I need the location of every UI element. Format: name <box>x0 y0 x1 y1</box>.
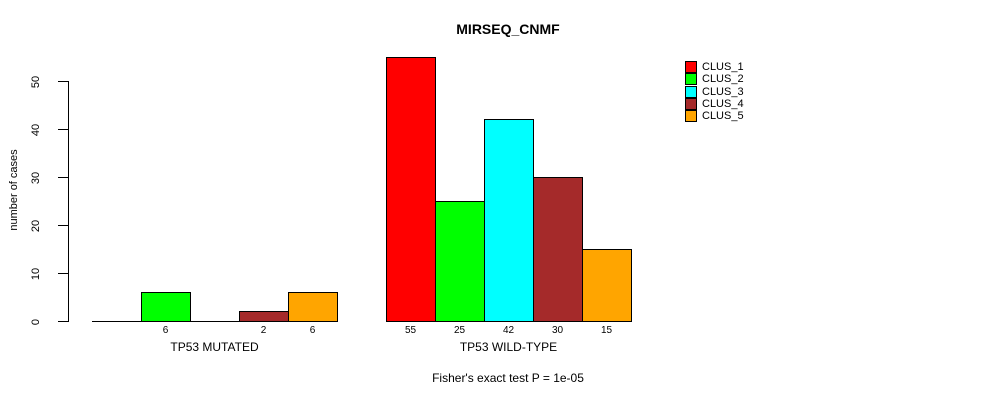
y-axis-line <box>68 81 69 322</box>
legend-item-clus_4: CLUS_4 <box>685 97 744 111</box>
group-baseline <box>92 321 338 322</box>
bar-value-label: 42 <box>502 325 515 336</box>
footnote: Fisher's exact test P = 1e-05 <box>432 371 584 385</box>
y-tick-label: 20 <box>30 219 42 232</box>
y-tick <box>58 81 68 82</box>
bar-clus_4 <box>239 311 289 322</box>
legend-swatch-icon <box>685 61 697 74</box>
legend: CLUS_1 CLUS_2 CLUS_3 CLUS_4 CLUS_5 <box>685 61 744 123</box>
legend-item-clus_5: CLUS_5 <box>685 110 744 123</box>
bar-clus_2 <box>141 292 191 322</box>
legend-swatch-icon <box>685 98 697 111</box>
y-tick <box>58 129 68 130</box>
legend-label: CLUS_4 <box>702 97 744 110</box>
legend-swatch-icon <box>685 110 697 123</box>
legend-label: CLUS_1 <box>702 61 744 73</box>
bar-value-label: 30 <box>551 325 564 336</box>
y-tick-label: 10 <box>30 267 42 280</box>
y-tick-label: 30 <box>30 171 42 184</box>
chart-title: MIRSEQ_CNMF <box>456 21 560 37</box>
legend-swatch-icon <box>685 73 697 86</box>
bar-value-label: 6 <box>309 325 316 336</box>
bar-clus_4 <box>533 177 583 322</box>
y-axis-label: number of cases <box>8 149 20 231</box>
legend-item-clus_3: CLUS_3 <box>685 86 744 98</box>
legend-item-clus_2: CLUS_2 <box>685 73 744 86</box>
legend-label: CLUS_2 <box>702 73 744 86</box>
y-tick-label: 0 <box>30 318 42 325</box>
y-tick <box>58 273 68 274</box>
bar-value-label: 15 <box>600 325 613 336</box>
legend-swatch-icon <box>685 85 697 98</box>
bar-clus_5 <box>288 292 338 322</box>
bar-value-label: 6 <box>162 325 169 336</box>
bar-value-label: 25 <box>453 325 466 336</box>
bar-clus_5 <box>582 249 632 322</box>
bar-value-label: 55 <box>404 325 417 336</box>
legend-item-clus_1: CLUS_1 <box>685 61 744 74</box>
bar-clus_1 <box>386 57 436 322</box>
bar-value-label: 2 <box>260 325 267 336</box>
legend-label: CLUS_3 <box>702 85 744 98</box>
y-tick <box>58 177 68 178</box>
y-tick <box>58 321 68 322</box>
y-tick-label: 50 <box>30 75 42 88</box>
bar-clus_3 <box>484 119 534 322</box>
y-tick-label: 40 <box>30 123 42 136</box>
group-label: TP53 WILD-TYPE <box>459 340 558 354</box>
y-tick <box>58 225 68 226</box>
legend-label: CLUS_5 <box>702 110 744 123</box>
bar-clus_2 <box>435 201 485 322</box>
group-label: TP53 MUTATED <box>170 340 259 354</box>
